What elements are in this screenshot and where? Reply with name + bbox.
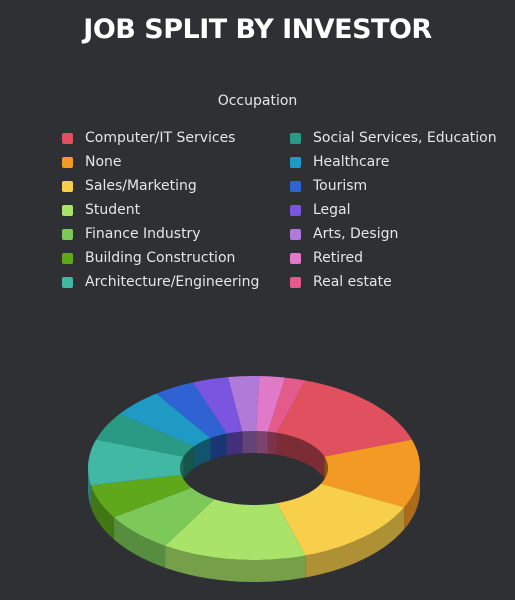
donut-slice <box>165 499 306 560</box>
slice-inner-wall <box>256 431 268 454</box>
legend-swatch <box>62 228 73 240</box>
legend-item: Retired <box>290 246 502 270</box>
donut-slice <box>119 393 211 447</box>
legend-swatch <box>62 252 73 264</box>
donut-slice <box>267 377 306 433</box>
legend-title: Occupation <box>217 93 298 109</box>
slice-inner-wall <box>226 431 243 456</box>
legend-swatch <box>62 132 73 144</box>
legend-swatch <box>290 252 301 264</box>
legend-label: Social Services, Education <box>313 130 497 146</box>
legend-swatch <box>290 156 301 168</box>
donut-slice <box>321 439 420 508</box>
slice-side <box>305 507 405 578</box>
legend-label: Student <box>85 202 141 218</box>
legend-item: Architecture/Engineering <box>62 270 290 294</box>
slice-side <box>90 485 114 540</box>
legend-item: Healthcare <box>290 150 502 174</box>
donut-slice <box>228 376 260 432</box>
legend-label: Sales/Marketing <box>85 178 197 194</box>
chart-title: JOB SPLIT BY INVESTOR <box>83 14 432 45</box>
legend-swatch <box>290 228 301 240</box>
donut-slice <box>276 483 405 556</box>
legend: Computer/IT Services None Sales/Marketing S… <box>62 126 502 294</box>
slice-inner-wall <box>194 438 211 469</box>
legend-label: Computer/IT Services <box>85 130 236 146</box>
legend-label: Legal <box>313 202 351 218</box>
donut-slice <box>88 439 184 486</box>
slice-side <box>404 468 420 530</box>
legend-swatch <box>62 204 73 216</box>
donut-slice <box>96 413 195 457</box>
legend-item: None <box>62 150 290 174</box>
donut-slice <box>90 474 192 518</box>
legend-swatch <box>290 180 301 192</box>
legend-item: Legal <box>290 198 502 222</box>
legend-swatch <box>62 276 73 288</box>
donut-slice <box>113 487 215 546</box>
legend-item: Student <box>62 198 290 222</box>
legend-label: Real estate <box>313 274 392 290</box>
slice-inner-wall <box>242 431 257 454</box>
donut-slice <box>256 376 286 432</box>
legend-label: Healthcare <box>313 154 390 170</box>
legend-label: None <box>85 154 122 170</box>
legend-item: Finance Industry <box>62 222 290 246</box>
donut-slice <box>192 377 243 434</box>
legend-item: Arts, Design <box>290 222 502 246</box>
legend-item: Sales/Marketing <box>62 174 290 198</box>
legend-label: Building Construction <box>85 250 236 266</box>
legend-label: Retired <box>313 250 364 266</box>
slice-side <box>165 545 306 582</box>
legend-swatch <box>290 132 301 144</box>
legend-item: Tourism <box>290 174 502 198</box>
legend-item: Computer/IT Services <box>62 126 290 150</box>
legend-swatch <box>290 276 301 288</box>
donut-slice <box>276 380 412 457</box>
slice-inner-wall <box>276 432 325 479</box>
slice-inner-wall <box>183 446 195 479</box>
legend-swatch <box>62 156 73 168</box>
slice-side <box>88 468 91 508</box>
donut-chart <box>88 376 420 582</box>
legend-swatch <box>62 180 73 192</box>
legend-item: Building Construction <box>62 246 290 270</box>
legend-item: Real estate <box>290 270 502 294</box>
slice-inner-wall <box>210 433 227 461</box>
donut-slice <box>156 382 227 439</box>
slice-inner-wall <box>267 431 277 455</box>
legend-label: Architecture/Engineering <box>85 274 260 290</box>
legend-label: Arts, Design <box>313 226 399 242</box>
slice-side <box>113 517 166 568</box>
legend-label: Finance Industry <box>85 226 201 242</box>
legend-swatch <box>290 204 301 216</box>
legend-item: Social Services, Education <box>290 126 502 150</box>
legend-label: Tourism <box>313 178 368 194</box>
